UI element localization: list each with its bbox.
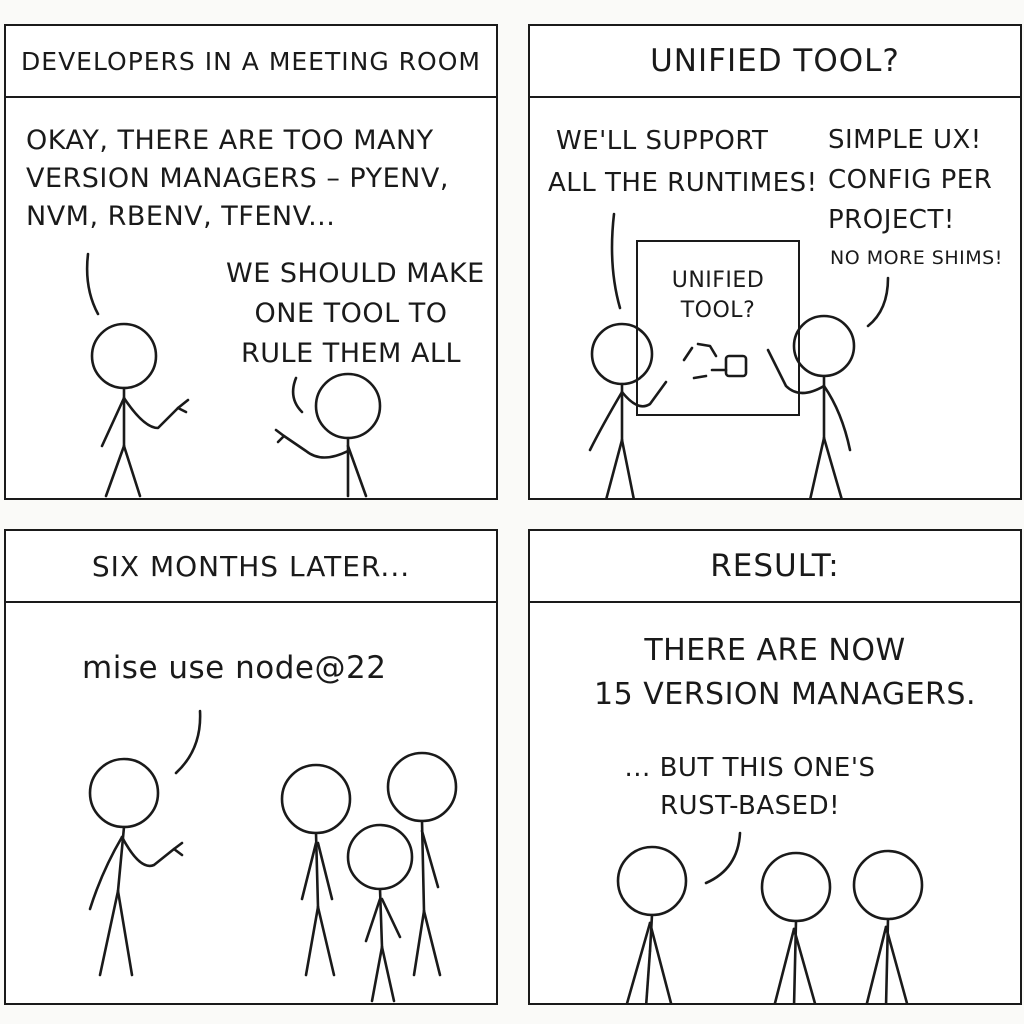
whiteboard: UNIFIED TOOL?	[636, 240, 800, 416]
speech-tail	[85, 252, 100, 316]
stick-figure-left	[616, 845, 688, 1003]
stick-figure-right	[274, 372, 382, 498]
panel-2-speech-right-small: NO MORE SHIMS!	[830, 247, 1003, 269]
whiteboard-doodle	[724, 354, 748, 378]
comic-panel-1: DEVELOPERS IN A MEETING ROOM OKAY, THERE…	[4, 24, 498, 500]
panel-1-illustration	[85, 252, 382, 498]
whiteboard-doodle	[682, 342, 728, 380]
stick-figure-listener	[386, 751, 458, 977]
whiteboard-line: TOOL?	[680, 298, 756, 323]
whiteboard-text: UNIFIED TOOL?	[638, 266, 798, 326]
panel-1-speech-1: OKAY, THERE ARE TOO MANY VERSION MANAGER…	[26, 122, 449, 236]
speech-tail	[704, 831, 742, 885]
stick-figure-speaker	[88, 757, 184, 977]
speech-line: PROJECT!	[828, 205, 955, 235]
panel-1-caption: DEVELOPERS IN A MEETING ROOM	[6, 26, 496, 98]
panel-1-speech-2: WE SHOULD MAKE ONE TOOL TO RULE THEM ALL	[226, 254, 485, 374]
speech-line: RUST-BASED!	[659, 791, 841, 821]
speech-line: NVM, RBENV, TFENV...	[26, 201, 336, 232]
panel-4-caption: RESULT:	[530, 531, 1020, 603]
speech-line: VERSION MANAGERS – PYENV,	[26, 163, 449, 194]
speech-line: ALL THE RUNTIMES!	[548, 168, 818, 198]
panel-4-narration: THERE ARE NOW 15 VERSION MANAGERS.	[530, 629, 1020, 717]
speech-tail	[174, 709, 202, 775]
speech-line: WE SHOULD MAKE	[226, 258, 485, 289]
speech-line: SIMPLE UX!	[828, 125, 982, 155]
stick-figure-listener	[280, 763, 352, 977]
comic-panel-3: SIX MONTHS LATER... mise use node@22	[4, 529, 498, 1005]
panel-2-caption: UNIFIED TOOL?	[530, 26, 1020, 98]
panel-4-illustration	[616, 831, 924, 1003]
stick-figure-right	[852, 849, 924, 1003]
speech-line: WE'LL SUPPORT	[556, 126, 769, 156]
speech-line: CONFIG PER	[828, 165, 993, 195]
stick-figure-middle	[760, 851, 832, 1003]
speech-line: ONE TOOL TO	[254, 298, 448, 329]
whiteboard-line: UNIFIED	[671, 268, 765, 293]
panel-2-illustration	[588, 212, 890, 498]
panel-2-speech-right: SIMPLE UX! CONFIG PER PROJECT!	[828, 120, 992, 240]
narration-line: 15 VERSION MANAGERS.	[594, 677, 976, 712]
speech-tail	[291, 376, 304, 414]
stick-figure-right	[766, 314, 856, 498]
speech-tail	[866, 276, 890, 328]
comic-panel-2: UNIFIED TOOL? WE'LL SUPPORT ALL THE RUNT…	[528, 24, 1022, 500]
panel-3-illustration	[88, 709, 458, 1003]
speech-line: OKAY, THERE ARE TOO MANY	[26, 125, 434, 156]
stick-figure-left	[588, 322, 668, 498]
panel-4-speech: ... BUT THIS ONE'S RUST-BASED!	[580, 749, 920, 825]
stick-figure-listener	[346, 823, 414, 1003]
comic-panel-4: RESULT: THERE ARE NOW 15 VERSION MANAGER…	[528, 529, 1022, 1005]
speech-line: RULE THEM ALL	[241, 338, 461, 369]
narration-line: THERE ARE NOW	[644, 633, 906, 668]
panel-3-speech-command: mise use node@22	[82, 650, 387, 686]
speech-tail	[610, 212, 622, 310]
stick-figure-left	[90, 322, 190, 498]
speech-line: ... BUT THIS ONE'S	[624, 753, 876, 783]
panel-2-speech-left: WE'LL SUPPORT ALL THE RUNTIMES!	[548, 120, 818, 204]
panel-3-caption: SIX MONTHS LATER...	[6, 531, 496, 603]
